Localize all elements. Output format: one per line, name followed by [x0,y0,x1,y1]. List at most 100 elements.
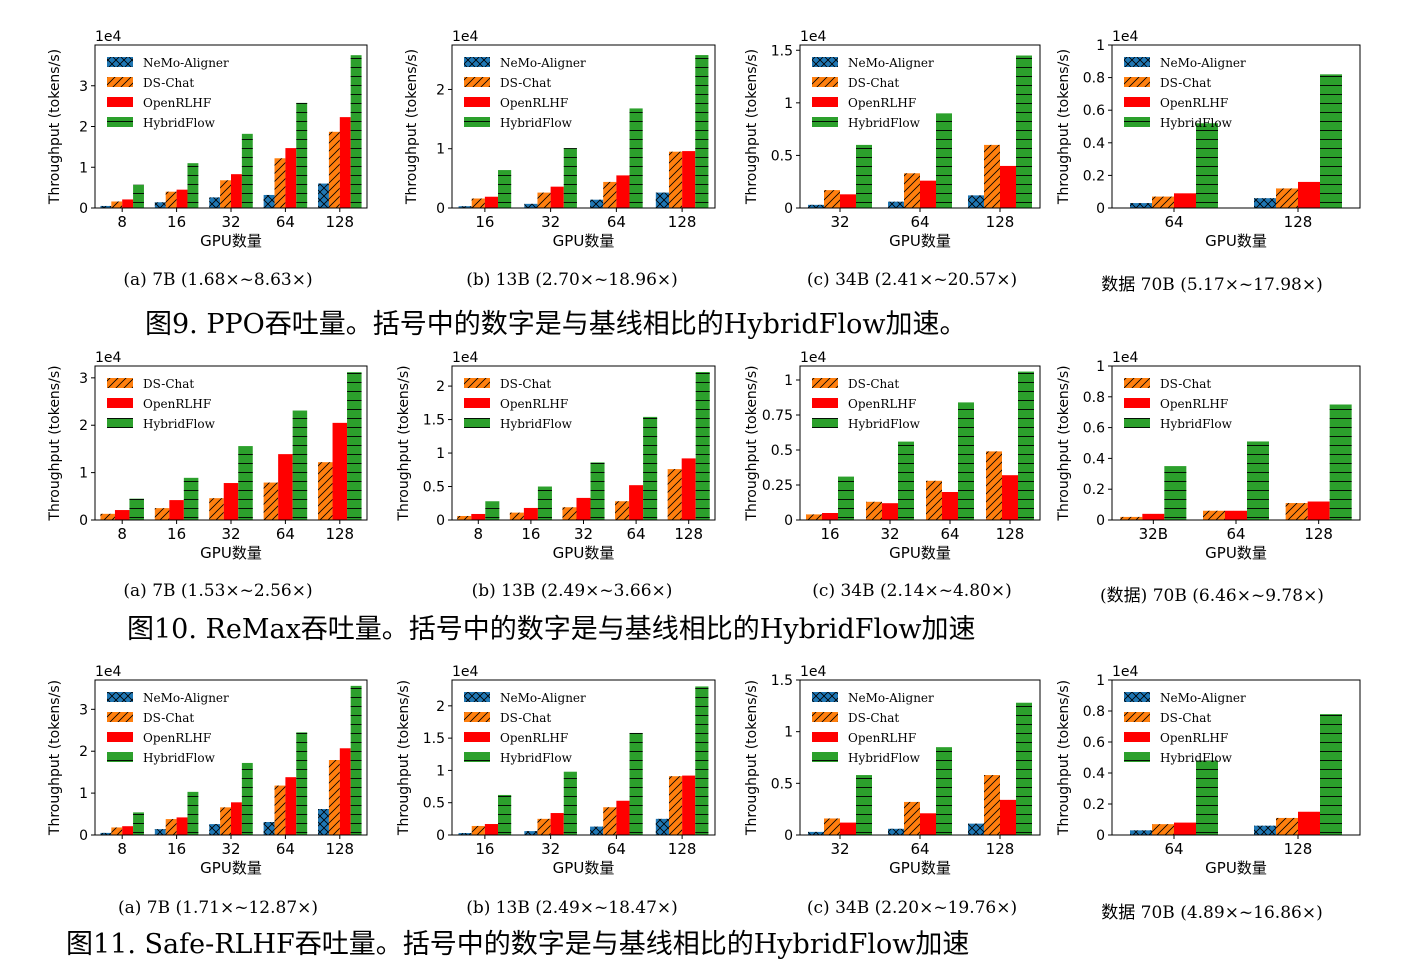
subplot-caption: 数据 70B (5.17×~17.98×) [1101,275,1323,295]
bar-hatch [1276,188,1298,208]
y-tick-label: 2 [79,120,88,136]
bar-hatch [898,441,914,520]
x-tick-label: 8 [117,840,127,858]
bar-hatch [1174,822,1196,835]
legend-swatch-hatch [812,712,838,722]
y-tick-label: 1 [79,786,88,802]
bar-hatch [695,372,710,520]
y-scale-label: 1e4 [800,29,827,45]
legend-label: NeMo-Aligner [500,691,586,705]
legend-swatch-hatch [464,752,490,762]
legend: NeMo-Aligner DS-Chat OpenRLHF HybridFlow [1124,56,1246,130]
legend-swatch-hatch [1124,77,1150,87]
bar-hatch [187,791,199,835]
x-tick-label: 64 [607,213,626,231]
y-axis-label: Throughput (tokens/s) [744,49,760,205]
bar-hatch [920,813,936,835]
bar-hatch [563,771,577,835]
legend-swatch-hatch [1124,117,1150,127]
x-tick-label: 128 [325,525,354,543]
bar-hatch [806,514,822,520]
legend-swatch-hatch [1124,732,1150,742]
bar-hatch [509,512,524,520]
bar-hatch [100,832,112,835]
bar-hatch [485,501,500,520]
legend-swatch-hatch [812,97,838,107]
legend-label: DS-Chat [500,76,551,90]
bar-hatch [1320,74,1342,208]
axes-frame [799,365,1041,521]
y-tick-label: 0 [784,513,793,529]
legend-label: OpenRLHF [848,96,916,110]
axes-frame [799,44,1041,209]
legend-label: HybridFlow [1160,751,1233,765]
bar-hatch [328,760,340,835]
x-tick-label: 16 [475,840,494,858]
y-tick-label: 3 [79,702,88,718]
x-tick-label: 64 [1164,213,1183,231]
x-tick-label: 8 [117,213,127,231]
legend-swatch-hatch [1124,398,1150,408]
legend-label: HybridFlow [848,116,921,130]
x-tick-label: 16 [820,525,839,543]
bar-hatch [562,507,577,520]
legend-swatch-hatch [107,712,133,722]
bar-hatch [968,823,984,835]
bar-hatch [986,451,1002,520]
bar-hatch [238,446,253,520]
bar-hatch [603,181,617,208]
bar-hatch [856,775,872,835]
x-tick-label: 64 [627,525,646,543]
legend-label: OpenRLHF [848,731,916,745]
bar-hatch [1130,830,1152,835]
x-tick-label: 8 [474,525,484,543]
bar-hatch [154,508,170,520]
y-tick-label: 1 [79,160,88,176]
bar-hatch [220,807,231,835]
legend-swatch-hatch [1124,97,1150,107]
y-tick-label: 0 [784,828,793,844]
bar-hatch [682,775,696,835]
bar-hatch [1329,404,1352,520]
bar-hatch [1196,123,1218,208]
legend-swatch-hatch [464,378,490,388]
y-axis-label: Throughput (tokens/s) [47,49,63,205]
y-tick-label: 0 [436,513,445,529]
bar-hatch [984,775,1000,835]
bar-hatch [111,827,123,835]
y-tick-label: 0.25 [762,478,793,494]
y-tick-label: 2 [436,82,445,98]
subplot-caption: (b) 13B (2.70×~18.96×) [466,270,678,290]
legend-swatch-hatch [812,378,838,388]
y-axis-label: Throughput (tokens/s) [744,365,760,521]
legend-swatch-hatch [464,418,490,428]
bar-hatch [681,458,696,520]
y-scale-label: 1e4 [1112,664,1139,680]
bar-hatch [840,194,856,208]
bar-hatch [590,826,604,835]
y-axis-label: Throughput (tokens/s) [47,365,63,521]
legend-swatch-hatch [1124,712,1150,722]
bar-hatch [231,174,242,208]
bar-hatch [882,503,898,520]
bar-hatch [603,807,617,835]
legend-label: OpenRLHF [500,397,568,411]
bar-hatch [285,777,297,835]
bar-hatch [241,762,253,835]
bar-hatch [840,822,856,835]
y-tick-label: 1.5 [423,731,445,747]
y-tick-label: 0.8 [1083,390,1105,406]
legend-swatch-hatch [812,117,838,127]
y-axis-label: Throughput (tokens/s) [396,365,412,521]
legend-swatch-hatch [464,117,490,127]
bar-hatch [332,422,348,520]
chart-8: 0 0.2 0.4 0.6 0.8 1 1e4 Throughput (tokens/s) 32… [1056,350,1361,562]
legend: DS-Chat OpenRLHF HybridFlow [812,377,921,431]
bar-hatch [129,498,144,520]
legend: NeMo-Aligner DS-Chat OpenRLHF HybridFlow [107,691,229,765]
y-tick-label: 2 [436,379,445,395]
legend: NeMo-Aligner DS-Chat OpenRLHF HybridFlow [812,56,934,130]
axes-frame [94,679,368,836]
bar-hatch [263,822,275,835]
legend-swatch-hatch [464,57,490,67]
